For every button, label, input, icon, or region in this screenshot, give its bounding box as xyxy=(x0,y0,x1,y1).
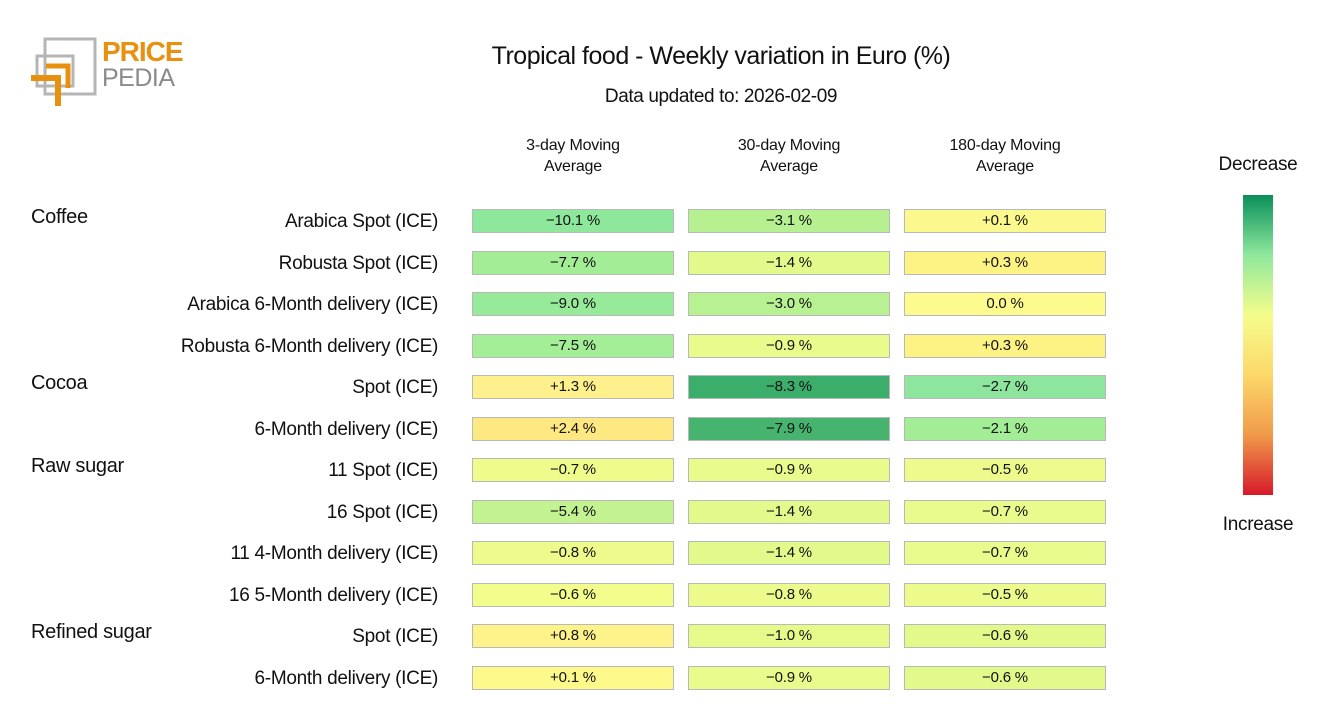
heat-cell: −0.9 % xyxy=(688,665,890,690)
heat-cell: −3.1 % xyxy=(688,209,890,233)
heat-cell: −1.4 % xyxy=(688,499,890,524)
legend-colorbar xyxy=(1243,195,1273,495)
row-label: Robusta Spot (ICE) xyxy=(278,252,439,274)
row-label: 6-Month delivery (ICE) xyxy=(254,418,439,440)
logo-text: PRICE xyxy=(102,36,184,67)
heat-cell: 0.0 % xyxy=(904,292,1106,316)
group-label: Cocoa xyxy=(31,372,88,394)
chart-subtitle: Data updated to: 2026-02-09 xyxy=(604,86,838,107)
heat-cell: −0.8 % xyxy=(472,541,674,565)
heat-cell: −0.5 % xyxy=(904,458,1106,482)
heat-cell: +1.3 % xyxy=(472,375,674,399)
heat-cell: +0.1 % xyxy=(472,665,674,690)
heat-cell: −1.0 % xyxy=(688,624,890,648)
heat-cell: −0.7 % xyxy=(904,499,1106,524)
group-label: Coffee xyxy=(31,206,88,228)
row-label: 16 Spot (ICE) xyxy=(326,501,439,523)
heat-cell: −0.7 % xyxy=(472,458,674,482)
column-header: 3-day Moving Average xyxy=(526,137,620,175)
heat-cell: −1.4 % xyxy=(688,541,890,565)
row-label: 11 4-Month delivery (ICE) xyxy=(230,543,438,564)
row-label: 6-Month delivery (ICE) xyxy=(254,667,439,689)
heat-cell: −0.9 % xyxy=(688,333,890,358)
legend-label: Decrease xyxy=(1218,154,1298,175)
column-header: 30-day Moving Average xyxy=(737,137,841,175)
heat-cell: −0.8 % xyxy=(688,582,890,607)
heat-cell: −7.5 % xyxy=(472,333,674,358)
heat-cell: −9.0 % xyxy=(472,292,674,316)
logo-mark xyxy=(31,37,97,106)
heat-cell: −7.9 % xyxy=(688,416,890,441)
heat-cell: −7.7 % xyxy=(472,250,674,275)
column-header: 180-day Moving Average xyxy=(949,137,1061,175)
logo-text: PEDIA xyxy=(102,64,175,92)
heat-cell: +0.8 % xyxy=(472,624,674,648)
row-label: 16 5-Month delivery (ICE) xyxy=(229,584,438,606)
heat-cell: −8.3 % xyxy=(688,375,890,399)
heat-cell: −5.4 % xyxy=(472,499,674,524)
heat-cell: +0.3 % xyxy=(904,333,1106,358)
group-label: Raw sugar xyxy=(31,455,124,477)
heat-cell: −0.6 % xyxy=(472,582,674,607)
heat-cell: −0.5 % xyxy=(904,582,1106,607)
heat-cell: −10.1 % xyxy=(472,209,674,233)
heat-cell: −0.9 % xyxy=(688,458,890,482)
row-label: Arabica 6-Month delivery (ICE) xyxy=(187,294,438,315)
row-label: Robusta 6-Month delivery (ICE) xyxy=(180,335,438,357)
heat-cell: −1.4 % xyxy=(688,250,890,275)
row-label: Arabica Spot (ICE) xyxy=(285,211,438,232)
legend-label: Increase xyxy=(1222,514,1294,535)
heat-cell: −3.0 % xyxy=(688,292,890,316)
heat-cell: −2.7 % xyxy=(904,375,1106,399)
heat-cell: −2.1 % xyxy=(904,416,1106,441)
heat-cell: −0.7 % xyxy=(904,541,1106,565)
group-label: Refined sugar xyxy=(31,621,152,643)
heat-cell: +0.3 % xyxy=(904,250,1106,275)
chart-title: Tropical food - Weekly variation in Euro… xyxy=(491,42,951,70)
heat-cell: −0.6 % xyxy=(904,665,1106,690)
heat-cell: −0.6 % xyxy=(904,624,1106,648)
row-label: 11 Spot (ICE) xyxy=(328,460,438,481)
heat-cell: +2.4 % xyxy=(472,416,674,441)
row-label: Spot (ICE) xyxy=(352,626,438,647)
row-label: Spot (ICE) xyxy=(352,377,438,398)
heat-cell: +0.1 % xyxy=(904,209,1106,233)
